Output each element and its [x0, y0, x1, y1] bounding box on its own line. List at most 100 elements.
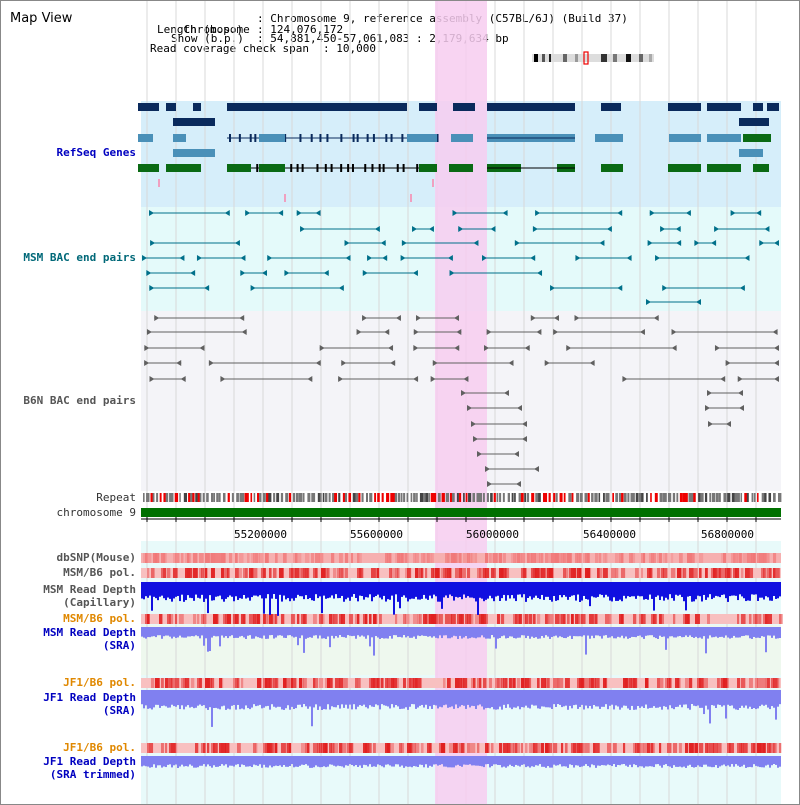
exon — [436, 134, 439, 142]
depth-bar — [389, 690, 391, 709]
depth-bar — [587, 582, 589, 600]
depth-bar — [605, 690, 607, 705]
bac-end — [204, 285, 210, 291]
heat-cell — [689, 743, 694, 753]
depth-bar — [353, 627, 355, 636]
depth-bar — [175, 582, 177, 597]
depth-bar — [539, 756, 541, 765]
depth-bar — [611, 756, 613, 767]
depth-bar — [735, 756, 737, 765]
depth-bar — [387, 756, 389, 765]
depth-bar — [487, 582, 489, 599]
depth-bar — [513, 582, 515, 599]
depth-bar — [335, 690, 337, 708]
heat-cell — [493, 553, 498, 563]
depth-bar — [647, 756, 649, 767]
depth-bar — [713, 582, 715, 598]
depth-bar — [181, 582, 183, 595]
depth-bar — [515, 582, 517, 602]
bac-end — [530, 255, 536, 261]
repeat-block — [319, 493, 322, 502]
heat-cell — [181, 553, 184, 563]
heat-cell — [597, 568, 600, 578]
heat-cell — [753, 553, 756, 563]
depth-bar — [475, 627, 477, 639]
depth-bar — [555, 690, 557, 707]
depth-bar — [227, 582, 229, 598]
bac-end — [477, 451, 482, 457]
depth-bar — [469, 582, 471, 598]
heat-cell — [555, 553, 559, 563]
depth-bar — [753, 690, 755, 709]
depth-bar — [359, 627, 361, 637]
heat-cell — [483, 614, 486, 624]
depth-bar — [697, 756, 699, 766]
heat-cell — [749, 568, 754, 578]
depth-bar — [311, 756, 313, 768]
heat-cell — [385, 553, 388, 563]
heat-cell — [165, 743, 168, 753]
heat-cell — [253, 614, 256, 624]
depth-bar — [431, 756, 433, 767]
depth-bar — [191, 582, 193, 599]
heat-cell — [587, 553, 590, 563]
depth-bar — [413, 582, 415, 599]
depth-bar — [775, 627, 777, 639]
depth-bar — [629, 627, 631, 638]
repeat-block — [511, 493, 514, 502]
bac-end — [413, 329, 419, 335]
depth-bar — [643, 627, 645, 639]
depth-bar — [689, 582, 691, 597]
bac-end — [617, 285, 623, 291]
heat-cell — [269, 614, 273, 624]
depth-bar — [447, 627, 449, 639]
depth-bar — [571, 627, 573, 639]
bac-end — [532, 226, 538, 232]
track-label-jf1-depth-sra: JF1 Read Depth — [43, 691, 136, 704]
depth-bar — [761, 582, 763, 598]
heat-cell — [291, 678, 294, 688]
heat-cell — [561, 614, 566, 624]
bac-end — [720, 376, 726, 382]
repeat-block — [445, 493, 450, 502]
depth-bar — [483, 756, 485, 768]
track-label-msm-b6-pol-2: MSM/B6 pol. — [63, 612, 136, 625]
depth-bar — [563, 690, 565, 707]
depth-bar — [189, 627, 191, 637]
heat-cell — [711, 568, 715, 578]
heat-cell — [723, 678, 728, 688]
depth-bar — [311, 627, 313, 638]
repeat-block — [317, 493, 321, 502]
depth-bar — [481, 582, 483, 599]
repeat-block — [646, 493, 648, 502]
gene-block — [739, 118, 769, 126]
depth-bar — [143, 627, 145, 638]
depth-bar — [205, 690, 207, 709]
exon — [238, 134, 241, 142]
depth-bar — [599, 627, 601, 637]
heat-cell — [763, 743, 767, 753]
depth-bar — [487, 690, 489, 708]
heat-cell — [629, 678, 633, 688]
depth-bar — [701, 690, 703, 708]
depth-bar — [141, 582, 143, 599]
heat-cell — [505, 568, 510, 578]
depth-bar — [237, 690, 239, 705]
heat-cell — [689, 568, 694, 578]
heat-cell — [223, 743, 227, 753]
depth-bar — [171, 756, 173, 768]
heat-cell — [387, 743, 391, 753]
heat-cell — [343, 678, 348, 688]
depth-bar — [413, 627, 415, 637]
depth-bar — [175, 627, 177, 638]
depth-bar — [523, 627, 525, 636]
depth-bar — [673, 690, 675, 710]
heat-cell — [319, 678, 323, 688]
depth-bar — [741, 627, 743, 637]
depth-bar — [683, 627, 685, 638]
heat-cell — [733, 568, 737, 578]
heat-cell — [519, 614, 522, 624]
heat-cell — [389, 553, 392, 563]
heat-cell — [349, 614, 353, 624]
